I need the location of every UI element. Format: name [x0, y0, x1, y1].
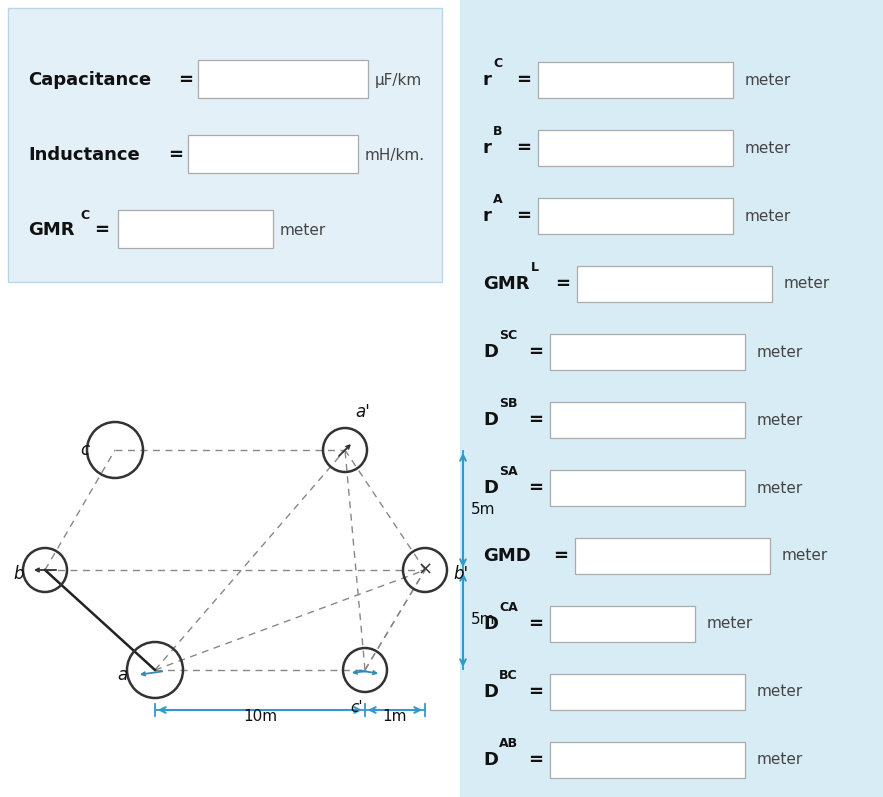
Text: 10m: 10m — [243, 709, 277, 724]
Text: =: = — [528, 343, 543, 361]
Text: GMR: GMR — [28, 221, 74, 239]
Text: B: B — [493, 125, 502, 138]
Text: meter: meter — [745, 209, 791, 223]
Bar — [188, 135, 358, 173]
Text: =: = — [516, 71, 531, 89]
Text: GMR: GMR — [483, 275, 530, 293]
Text: =: = — [168, 146, 183, 164]
Bar — [550, 334, 745, 370]
Text: =: = — [555, 275, 570, 293]
Text: r: r — [483, 71, 492, 89]
Text: meter: meter — [757, 752, 804, 768]
Text: mH/km.: mH/km. — [365, 147, 425, 163]
Text: meter: meter — [757, 344, 804, 359]
Text: =: = — [553, 547, 568, 565]
Text: =: = — [528, 479, 543, 497]
Text: =: = — [528, 751, 543, 769]
Bar — [575, 538, 770, 574]
Bar — [118, 210, 273, 248]
Text: 5m: 5m — [471, 502, 495, 517]
Text: =: = — [528, 411, 543, 429]
Text: meter: meter — [757, 685, 804, 700]
Text: L: L — [531, 261, 539, 274]
Text: GMD: GMD — [483, 547, 531, 565]
Text: meter: meter — [707, 617, 753, 631]
Text: a': a' — [355, 403, 370, 421]
Text: D: D — [483, 411, 498, 429]
Bar — [538, 198, 733, 234]
Text: c: c — [80, 441, 89, 459]
Bar — [550, 606, 695, 642]
Bar — [198, 60, 368, 98]
Text: r: r — [483, 139, 492, 157]
Text: D: D — [483, 479, 498, 497]
Text: a: a — [117, 666, 127, 684]
Text: μF/km: μF/km — [375, 73, 422, 88]
Text: =: = — [516, 139, 531, 157]
FancyBboxPatch shape — [8, 8, 442, 282]
Bar — [550, 470, 745, 506]
Text: =: = — [528, 683, 543, 701]
Text: SC: SC — [499, 329, 517, 342]
Text: =: = — [516, 207, 531, 225]
Bar — [550, 674, 745, 710]
Bar — [550, 402, 745, 438]
Text: meter: meter — [757, 413, 804, 427]
Text: 5m: 5m — [471, 613, 495, 627]
Text: b': b' — [453, 565, 468, 583]
Text: A: A — [493, 193, 502, 206]
Bar — [538, 130, 733, 166]
Text: C: C — [80, 209, 89, 222]
Bar — [538, 62, 733, 98]
Text: =: = — [178, 71, 193, 89]
Text: D: D — [483, 343, 498, 361]
Text: 1m: 1m — [382, 709, 407, 724]
Text: D: D — [483, 683, 498, 701]
Text: Inductance: Inductance — [28, 146, 140, 164]
Text: c': c' — [350, 701, 363, 716]
Bar — [577, 266, 772, 302]
Text: D: D — [483, 751, 498, 769]
Text: SA: SA — [499, 465, 517, 478]
Text: AB: AB — [499, 737, 518, 750]
Bar — [550, 742, 745, 778]
Text: C: C — [493, 57, 502, 70]
Text: meter: meter — [745, 140, 791, 155]
Text: BC: BC — [499, 669, 517, 682]
Text: Capacitance: Capacitance — [28, 71, 151, 89]
Text: meter: meter — [757, 481, 804, 496]
Text: ×: × — [418, 561, 433, 579]
FancyBboxPatch shape — [460, 0, 883, 797]
Text: CA: CA — [499, 601, 517, 614]
Text: =: = — [528, 615, 543, 633]
Text: b: b — [13, 565, 24, 583]
Text: SB: SB — [499, 397, 517, 410]
Text: =: = — [94, 221, 109, 239]
Text: r: r — [483, 207, 492, 225]
Text: meter: meter — [280, 222, 326, 238]
Text: D: D — [483, 615, 498, 633]
Text: meter: meter — [745, 73, 791, 88]
Text: meter: meter — [782, 548, 828, 563]
Text: meter: meter — [784, 277, 830, 292]
